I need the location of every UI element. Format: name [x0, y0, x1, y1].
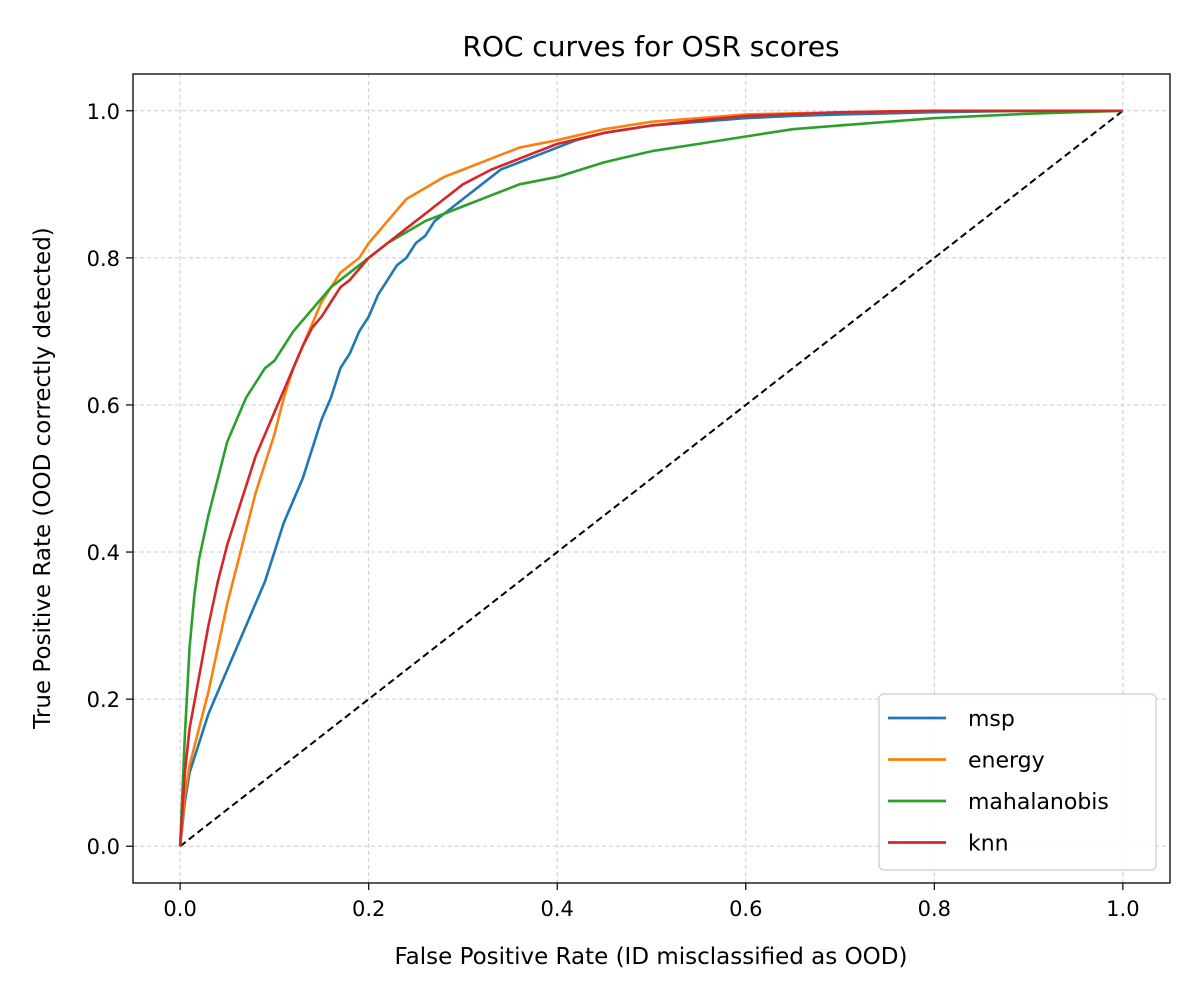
legend-label-energy: energy	[968, 749, 1045, 774]
chart-title: ROC curves for OSR scores	[462, 30, 839, 63]
legend-label-msp: msp	[968, 707, 1015, 732]
y-axis-ticks: 0.0 0.2 0.4 0.6 0.8 1.0	[87, 100, 133, 859]
x-axis-label: False Positive Rate (ID misclassified as…	[395, 944, 908, 970]
y-tick-label: 0.8	[87, 247, 120, 271]
x-axis-ticks: 0.0 0.2 0.4 0.6 0.8 1.0	[163, 883, 1140, 921]
reference-line-group	[179, 109, 1124, 848]
y-tick-label: 0.4	[87, 541, 120, 565]
x-tick-label: 0.2	[352, 897, 385, 921]
y-tick-label: 0.2	[87, 688, 120, 712]
series-line-energy	[178, 109, 1123, 847]
legend: msp energy mahalanobis knn	[878, 693, 1157, 871]
x-tick-label: 0.6	[729, 897, 762, 921]
legend-label-mahalanobis: mahalanobis	[968, 790, 1109, 815]
legend-label-knn: knn	[968, 832, 1009, 857]
x-tick-label: 1.0	[1106, 897, 1139, 921]
plot-frame	[132, 73, 1171, 884]
legend-box	[878, 693, 1157, 871]
series-lines	[178, 109, 1123, 847]
x-tick-label: 0.4	[541, 897, 574, 921]
series-line-knn	[178, 109, 1123, 847]
y-axis-label: True Positive Rate (OOD correctly detect…	[30, 227, 56, 730]
y-tick-label: 1.0	[87, 100, 120, 124]
y-tick-label: 0.0	[87, 835, 120, 859]
reference-diagonal-line	[179, 109, 1124, 848]
x-tick-label: 0.8	[918, 897, 951, 921]
y-tick-label: 0.6	[87, 394, 120, 418]
x-tick-label: 0.0	[163, 897, 196, 921]
